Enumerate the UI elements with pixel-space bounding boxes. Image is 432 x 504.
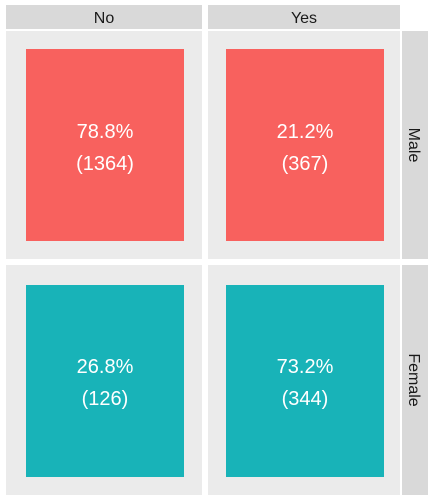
column-label-yes: Yes <box>291 10 317 27</box>
percent-label-female-no: 26.8% <box>77 356 134 378</box>
row-strip-male <box>402 31 428 259</box>
tile-male-no <box>26 49 184 241</box>
count-label-female-no: (126) <box>82 388 129 410</box>
row-strip-female <box>402 265 428 495</box>
count-label-female-yes: (344) <box>282 388 329 410</box>
tile-male-yes <box>226 49 384 241</box>
tile-female-yes <box>226 285 384 477</box>
count-label-male-yes: (367) <box>282 153 329 175</box>
column-strip-yes <box>208 5 400 29</box>
column-label-no: No <box>94 10 115 27</box>
row-label-male: Male <box>405 128 422 163</box>
percent-label-male-yes: 21.2% <box>277 121 334 143</box>
row-label-female: Female <box>405 353 422 406</box>
column-strip-no <box>6 5 202 29</box>
percent-label-female-yes: 73.2% <box>277 356 334 378</box>
tile-female-no <box>26 285 184 477</box>
percent-label-male-no: 78.8% <box>77 121 134 143</box>
count-label-male-no: (1364) <box>76 153 134 175</box>
